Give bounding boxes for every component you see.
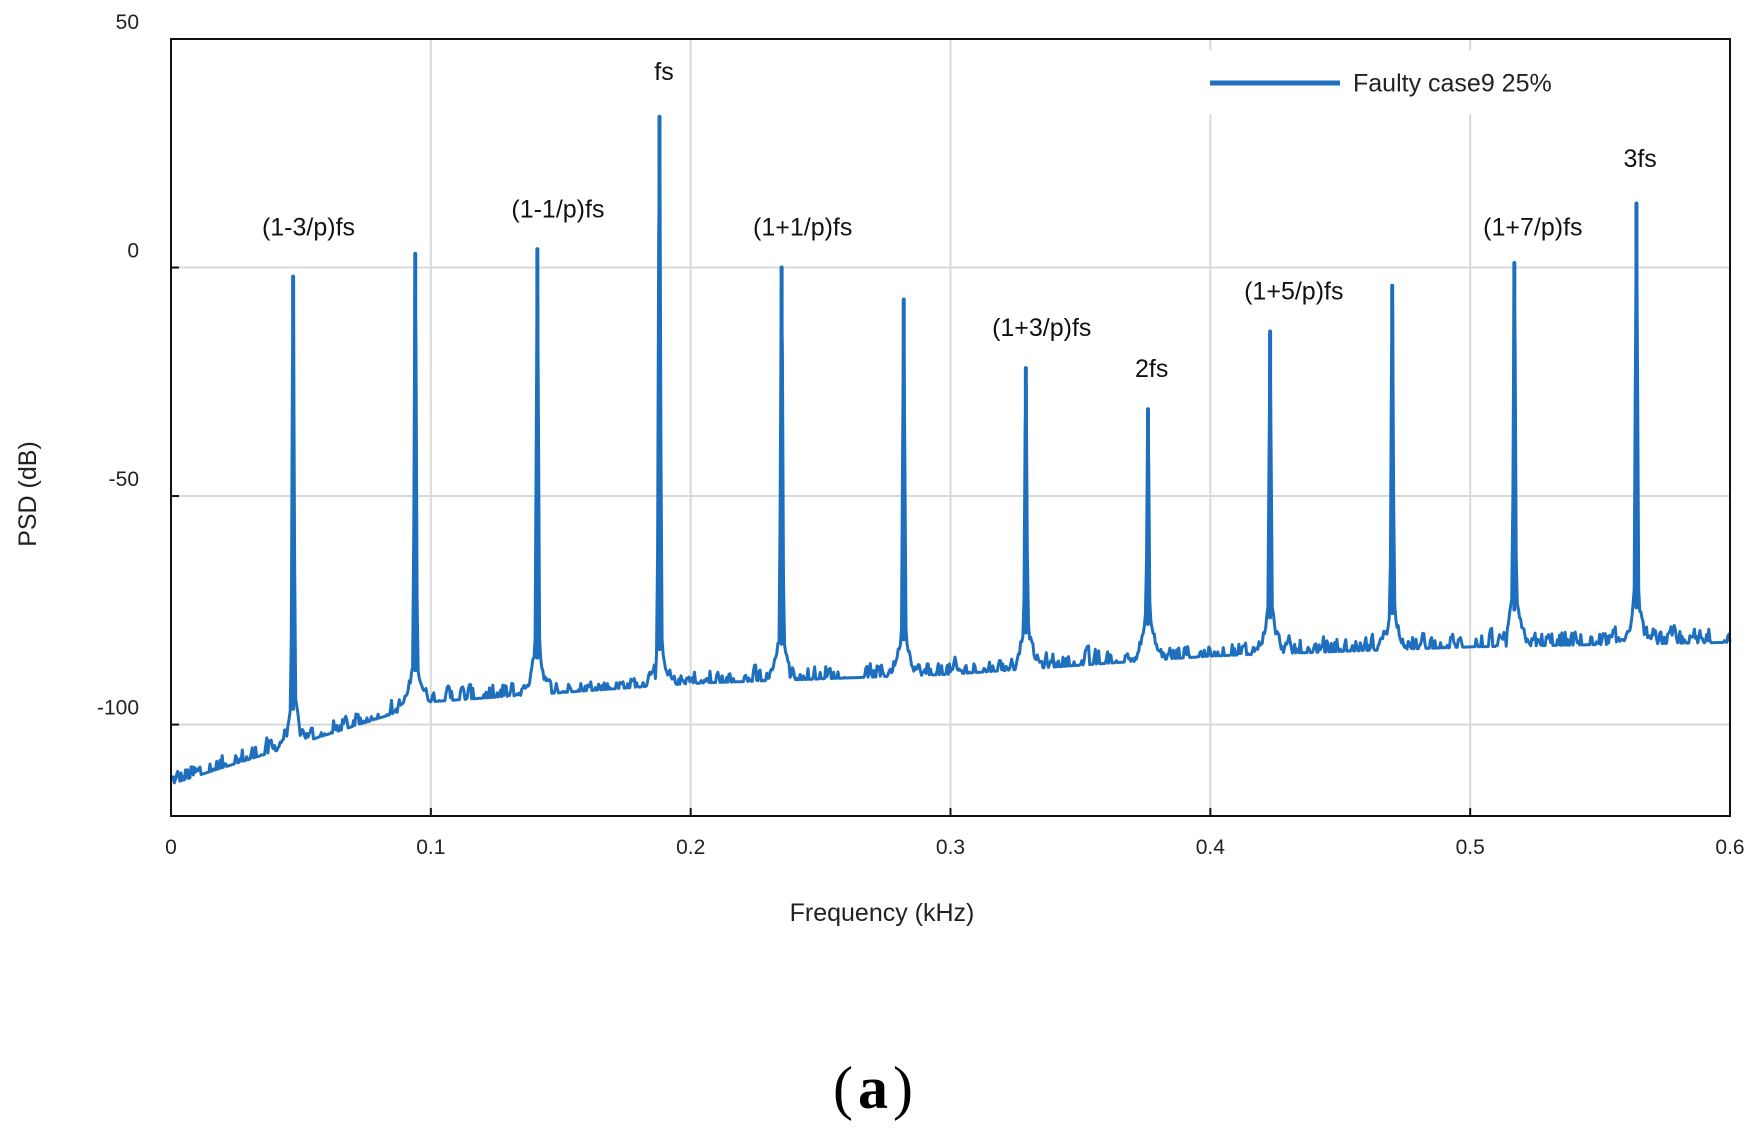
x-tick-label: 0.4 — [1196, 836, 1226, 859]
legend[interactable]: Faulty case9 25% — [1190, 50, 1570, 114]
x-tick-label: 0.3 — [936, 836, 965, 859]
psd-series-line — [169, 147, 1732, 785]
y-axis-title: PSD (dB) — [14, 441, 42, 547]
grid-lines — [171, 39, 1730, 816]
x-tick-label: 0.5 — [1456, 836, 1485, 859]
x-tick-label: 0.1 — [416, 836, 445, 859]
peak-annotation: 3fs — [1623, 145, 1656, 173]
peak-annotations: (1-3/p)fs (1-1/p)fs fs (1+1/p)fs (1+3/p)fs 2f… — [262, 58, 1657, 383]
y-tick-label: -100 — [97, 697, 139, 720]
peak-annotation: (1-1/p)fs — [511, 195, 604, 223]
peak-annotation: (1+5/p)fs — [1244, 278, 1343, 306]
legend-entry-label: Faulty case9 25% — [1353, 70, 1552, 98]
peak-annotation: 2fs — [1135, 355, 1168, 383]
series-layer — [169, 114, 1732, 785]
y-tick-label: -50 — [109, 468, 139, 491]
caption-open-paren: ( — [833, 1055, 853, 1121]
x-tick-label: 0.2 — [676, 836, 705, 859]
x-tick-label: 0 — [165, 836, 177, 859]
figure-caption: ( a ) — [833, 1055, 913, 1121]
caption-close-paren: ) — [893, 1055, 913, 1121]
peak-annotation: (1+3/p)fs — [992, 314, 1091, 342]
peak-annotation: fs — [654, 58, 673, 86]
peak-annotation: (1+1/p)fs — [753, 214, 852, 242]
y-tick-label: 50 — [116, 11, 139, 34]
tick-labels: 0 0.1 0.2 0.3 0.4 0.5 0.6 -100 -50 0 50 — [97, 11, 1745, 859]
peak-annotation: (1+7/p)fs — [1483, 214, 1582, 242]
y-tick-label: 0 — [127, 240, 139, 263]
caption-letter: a — [858, 1055, 888, 1121]
peak-annotation: (1-3/p)fs — [262, 214, 355, 242]
x-axis-title: Frequency (kHz) — [790, 899, 975, 927]
x-tick-label: 0.6 — [1715, 836, 1744, 859]
